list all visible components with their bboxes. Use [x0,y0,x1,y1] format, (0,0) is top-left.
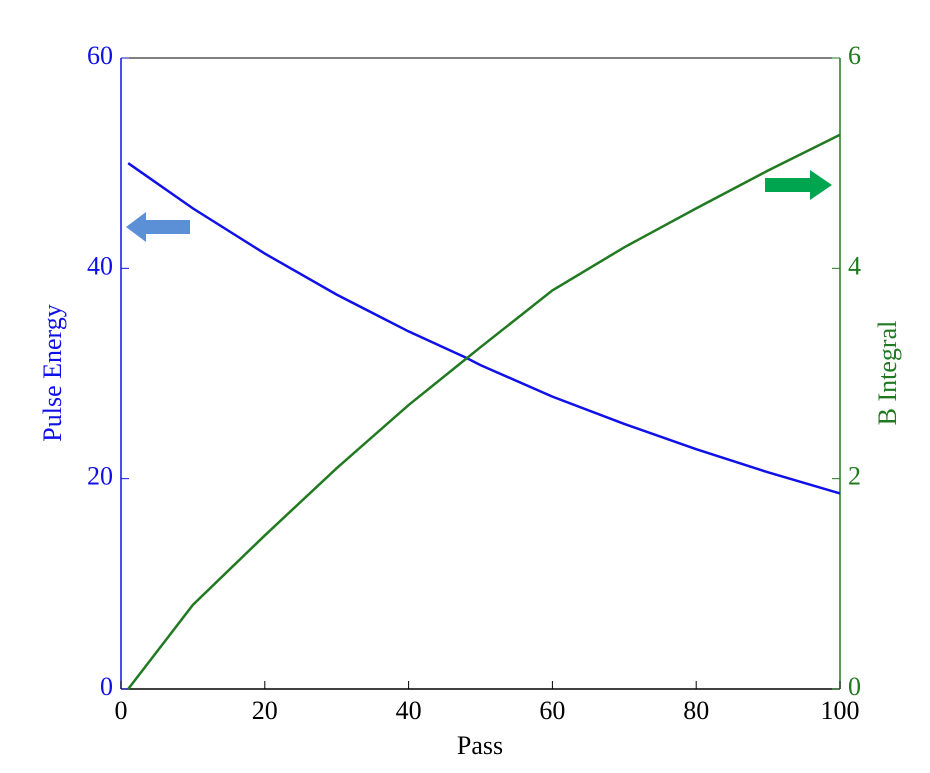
series-line [127,162,841,495]
y-tick-label: 40 [87,251,113,280]
y-tick-label: 0 [100,672,113,701]
y2-tick-label: 0 [848,672,861,701]
y2-axis-label: B Integral [873,321,902,426]
x-axis-label: Pass [457,731,503,760]
left-arrow [126,212,190,242]
x-tick-label: 60 [539,696,565,725]
series-line [127,133,841,690]
x-tick-label: 40 [396,696,422,725]
y-tick-label: 60 [87,41,113,70]
y-axis-label: Pulse Energy [38,304,67,441]
x-tick-label: 20 [252,696,278,725]
y2-tick-label: 2 [848,462,861,491]
y2-tick-label: 4 [848,251,861,280]
x-tick-label: 100 [821,696,860,725]
x-tick-label: 0 [115,696,128,725]
right-arrow [765,170,832,200]
y-tick-label: 20 [87,462,113,491]
y2-tick-label: 6 [848,41,861,70]
x-tick-label: 80 [683,696,709,725]
